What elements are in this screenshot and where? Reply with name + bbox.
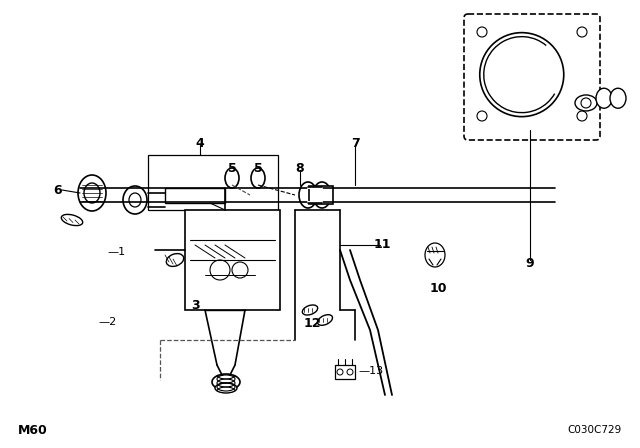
Ellipse shape: [317, 314, 333, 325]
Circle shape: [577, 27, 587, 37]
Ellipse shape: [347, 369, 353, 375]
Text: 5: 5: [228, 161, 236, 175]
Ellipse shape: [225, 168, 239, 188]
Circle shape: [210, 260, 230, 280]
Text: 3: 3: [191, 298, 199, 311]
Text: 9: 9: [525, 257, 534, 270]
Bar: [165, 188, 225, 203]
Text: 6: 6: [54, 184, 62, 197]
Ellipse shape: [129, 193, 141, 207]
Text: M60: M60: [18, 423, 48, 436]
Circle shape: [477, 111, 487, 121]
Ellipse shape: [610, 88, 626, 108]
Bar: [309, 186, 333, 204]
Text: 12: 12: [303, 316, 321, 329]
Ellipse shape: [215, 383, 237, 393]
Ellipse shape: [313, 182, 331, 208]
Circle shape: [581, 98, 591, 108]
Text: 4: 4: [196, 137, 204, 150]
Text: —13: —13: [358, 366, 383, 376]
Text: C030C729: C030C729: [568, 425, 622, 435]
Circle shape: [477, 27, 487, 37]
Ellipse shape: [575, 95, 597, 111]
Text: 8: 8: [296, 161, 304, 175]
Ellipse shape: [425, 243, 445, 267]
Ellipse shape: [299, 182, 317, 208]
Ellipse shape: [596, 88, 612, 108]
Bar: [148, 155, 278, 210]
Ellipse shape: [211, 185, 225, 205]
FancyBboxPatch shape: [464, 14, 600, 140]
Text: —2: —2: [98, 317, 116, 327]
Text: 5: 5: [253, 161, 262, 175]
Ellipse shape: [166, 254, 184, 267]
Ellipse shape: [84, 183, 100, 203]
Text: —1: —1: [107, 247, 125, 257]
Ellipse shape: [78, 175, 106, 211]
Text: 7: 7: [351, 137, 360, 150]
Circle shape: [577, 111, 587, 121]
Bar: [335, 365, 355, 379]
Circle shape: [232, 262, 248, 278]
Ellipse shape: [212, 374, 240, 390]
Ellipse shape: [251, 168, 265, 188]
Ellipse shape: [337, 369, 343, 375]
Ellipse shape: [302, 305, 317, 315]
Text: 11: 11: [373, 237, 391, 250]
Ellipse shape: [61, 215, 83, 226]
Ellipse shape: [221, 185, 235, 205]
Ellipse shape: [123, 186, 147, 214]
Circle shape: [480, 33, 564, 116]
Text: 10: 10: [429, 281, 447, 294]
Bar: [185, 210, 280, 310]
